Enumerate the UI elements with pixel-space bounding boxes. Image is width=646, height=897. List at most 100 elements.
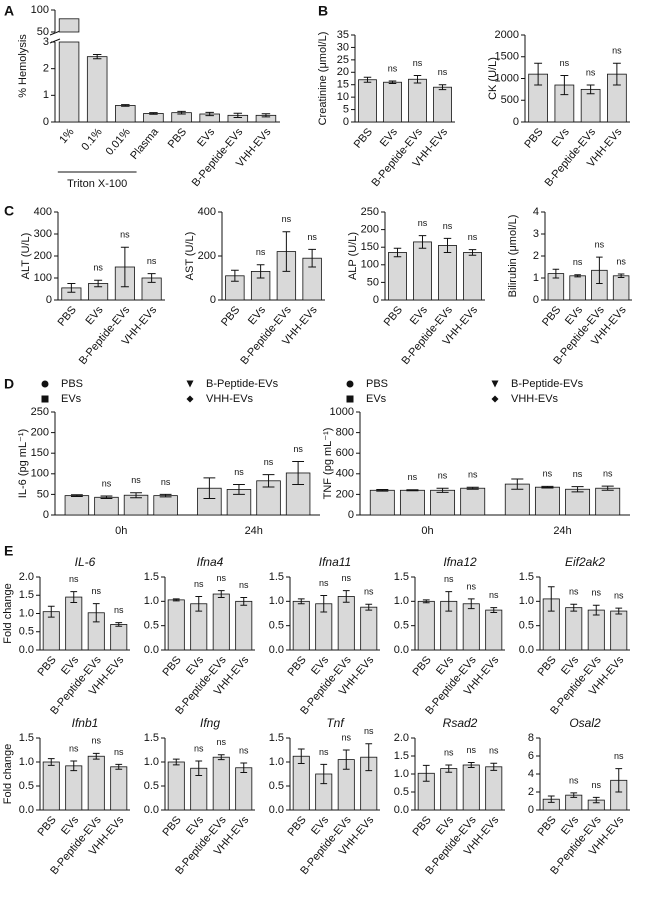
annotation: ns — [603, 469, 613, 479]
error-bar — [115, 763, 123, 770]
annotation: ns — [616, 256, 626, 266]
annotation: ns — [161, 477, 171, 487]
bar — [358, 79, 377, 123]
annotation: ns — [131, 475, 141, 485]
bar — [292, 755, 310, 811]
bar — [610, 610, 628, 651]
error-bar — [308, 248, 316, 268]
legend-marker — [491, 395, 499, 403]
group-label: Triton X-100 — [67, 178, 127, 190]
annotation: ns — [468, 470, 478, 480]
annotation: ns — [264, 457, 274, 467]
error-bar — [592, 604, 600, 616]
y-tick-label: 0.5 — [394, 620, 409, 632]
bar — [430, 489, 456, 516]
y-tick-label: 250 — [361, 206, 379, 218]
x-tick-label: PBS — [160, 814, 183, 839]
y-tick-label: 2 — [533, 250, 539, 262]
x-tick-label: PBS — [522, 126, 545, 151]
x-tick-label: 24h — [245, 525, 263, 537]
annotation: ns — [466, 581, 476, 591]
chart-title: Osal2 — [569, 716, 601, 730]
annotation: ns — [307, 232, 317, 242]
legend-label: B-Peptide-EVs — [206, 378, 279, 390]
y-tick-label: 800 — [336, 427, 354, 439]
bar — [388, 252, 407, 301]
y-axis-label: AST (U/L) — [184, 232, 196, 281]
annotation: ns — [216, 737, 226, 747]
error-bar — [413, 75, 422, 84]
x-tick-label: PBS — [35, 654, 58, 679]
y-axis-label: Fold change — [2, 744, 14, 805]
annotation: ns — [438, 471, 448, 481]
y-tick-label: 30 — [337, 41, 349, 53]
x-tick-label: PBS — [535, 814, 558, 839]
error-bar — [445, 764, 453, 773]
error-bar — [172, 598, 180, 602]
annotation: ns — [114, 605, 124, 615]
chart-title: IL-6 — [75, 555, 96, 569]
y-tick-label: 6 — [528, 750, 534, 762]
x-tick-label: PBS — [382, 304, 405, 329]
annotation: ns — [364, 726, 374, 736]
annotation: ns — [438, 67, 448, 77]
annotation: ns — [408, 472, 418, 482]
bar — [485, 766, 503, 811]
y-tick-label: 0.5 — [144, 620, 159, 632]
annotation: ns — [444, 747, 454, 757]
bar — [64, 495, 90, 516]
error-bar — [376, 488, 389, 492]
y-tick-label: 0.5 — [19, 780, 34, 792]
error-bar — [615, 607, 623, 615]
annotation: ns — [216, 573, 226, 583]
error-bar — [100, 495, 113, 500]
annotation: ns — [444, 574, 454, 584]
y-tick-label: 500 — [501, 94, 519, 106]
axis-break — [49, 30, 61, 44]
annotation: ns — [293, 444, 303, 454]
error-bar — [195, 760, 203, 776]
y-tick-label: 300 — [34, 228, 52, 240]
legend-label: B-Peptide-EVs — [511, 378, 584, 390]
x-tick-label: EVs — [83, 304, 105, 328]
bar — [235, 600, 253, 651]
error-bar — [596, 256, 603, 284]
y-tick-label: 0.0 — [394, 644, 409, 656]
error-bar — [571, 486, 584, 493]
y-tick-label: 1.0 — [19, 756, 34, 768]
error-bar — [466, 486, 479, 490]
error-bar — [297, 598, 305, 605]
error-bar — [261, 113, 271, 118]
bar — [360, 606, 378, 651]
y-axis-label: TNF (pg mL⁻¹) — [322, 428, 334, 500]
error-bar — [574, 274, 581, 278]
chart-title: Rsad2 — [443, 716, 478, 730]
y-tick-label: 2 — [43, 63, 49, 75]
error-bar — [47, 605, 55, 618]
y-tick-label: 0.5 — [394, 786, 409, 798]
bar — [58, 41, 80, 123]
error-bar — [47, 758, 55, 766]
annotation: ns — [388, 63, 398, 73]
bar — [413, 241, 432, 301]
bar — [399, 489, 425, 516]
y-tick-label: 0.0 — [19, 804, 34, 816]
y-tick-label: 400 — [336, 468, 354, 480]
y-tick-label: 10 — [337, 91, 349, 103]
bar — [485, 609, 503, 651]
error-bar — [490, 762, 498, 771]
error-bar — [436, 487, 449, 493]
panel-label: D — [4, 376, 14, 392]
legend-label: PBS — [61, 378, 83, 390]
bar — [595, 487, 621, 516]
y-tick-label: 1 — [43, 89, 49, 101]
legend-marker — [346, 395, 354, 403]
annotation: ns — [543, 469, 553, 479]
error-bar — [467, 598, 475, 610]
panel-label: C — [4, 203, 14, 219]
x-tick-label: PBS — [219, 304, 242, 329]
error-bar — [547, 795, 555, 803]
y-tick-label: 0 — [43, 509, 49, 521]
panel-label: E — [4, 543, 13, 559]
